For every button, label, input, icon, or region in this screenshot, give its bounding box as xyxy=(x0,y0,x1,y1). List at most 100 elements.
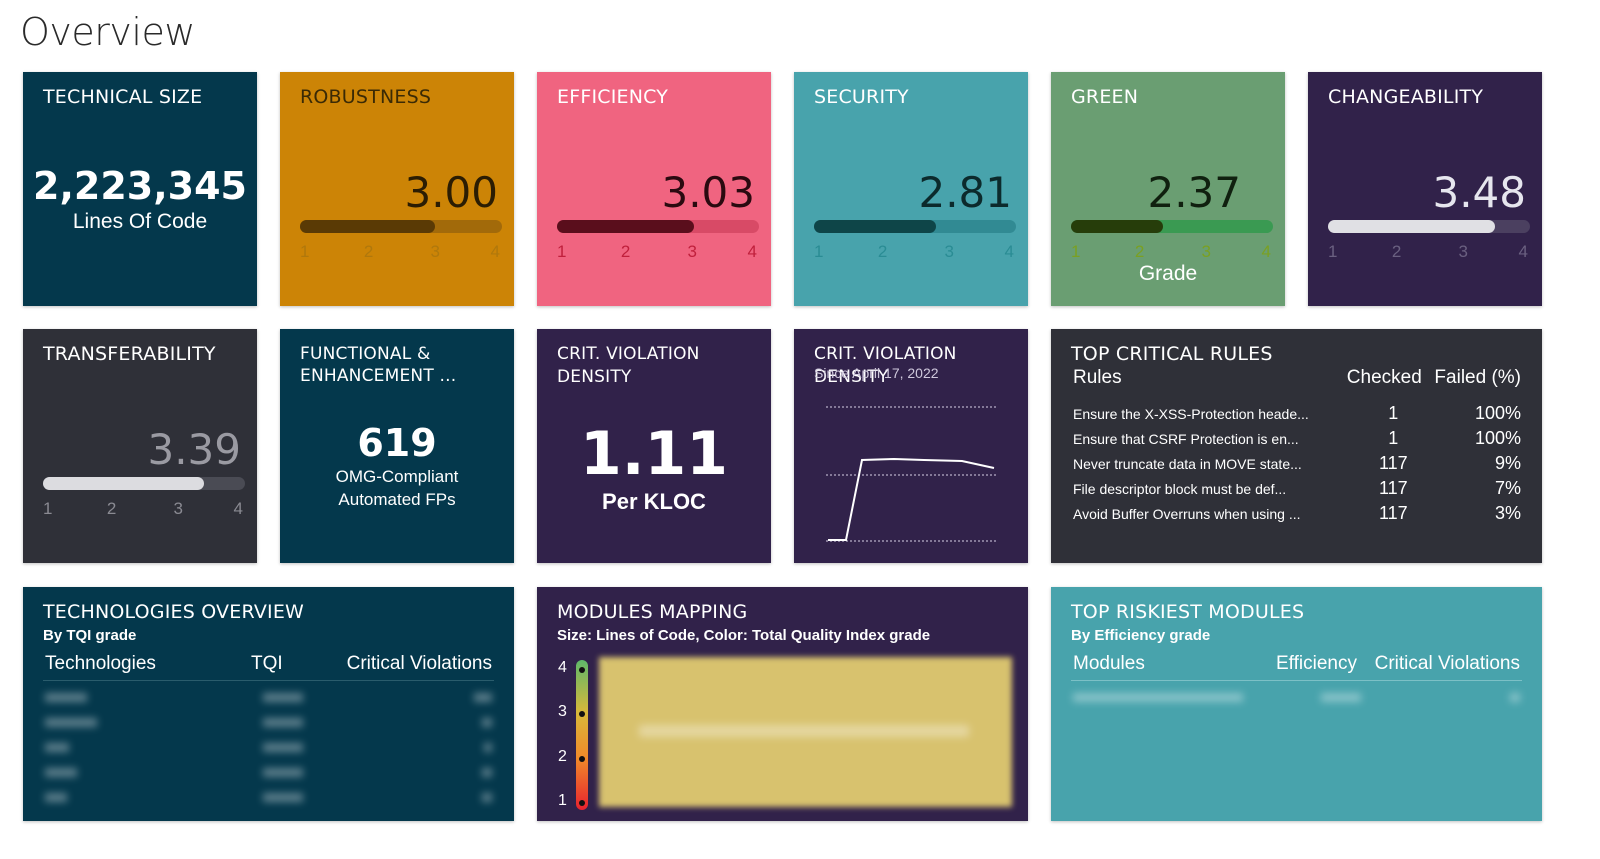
scale-label: 2 xyxy=(1391,242,1402,261)
green-tile[interactable]: GREEN 2.37 1 2 3 4 Grade xyxy=(1051,72,1285,306)
crit-density-tile[interactable]: CRIT. VIOLATION DENSITY 1.11 Per KLOC xyxy=(537,329,771,563)
legend-dot xyxy=(579,800,585,806)
green-footer: Grade xyxy=(1138,262,1198,285)
scale-label: 3 xyxy=(1201,242,1211,261)
scale-label: 1 xyxy=(1328,242,1338,261)
efficiency-bar xyxy=(557,220,759,233)
security-value: 2.81 xyxy=(918,168,1012,217)
legend-label-2: 2 xyxy=(558,748,567,765)
legend-dot xyxy=(579,756,585,762)
changeability-bar xyxy=(1328,220,1530,233)
scale-label: 4 xyxy=(490,242,500,261)
green-bar xyxy=(1071,220,1273,233)
scale-label: 1 xyxy=(814,242,824,261)
functional-tile[interactable]: FUNCTIONAL & ENHANCEMENT ... 619 OMG-Com… xyxy=(280,329,514,563)
technologies-tile[interactable]: TECHNOLOGIES OVERVIEW By TQI grade Techn… xyxy=(23,587,514,821)
rule-failed: 3% xyxy=(1494,503,1521,523)
treemap-redacted[interactable] xyxy=(599,657,1012,807)
robustness-bar-fill xyxy=(300,220,435,233)
trend-line xyxy=(828,457,995,541)
table-row[interactable]: File descriptor block must be def... 117… xyxy=(1073,476,1521,501)
functional-title-line1: FUNCTIONAL & xyxy=(300,344,431,364)
rule-failed: 7% xyxy=(1494,478,1521,498)
table-row[interactable]: Ensure the X-XSS-Protection heade... 1 1… xyxy=(1073,401,1521,426)
changeability-tile[interactable]: CHANGEABILITY 3.48 1 2 3 4 xyxy=(1308,72,1542,306)
rule-name: Never truncate data in MOVE state... xyxy=(1073,455,1302,472)
scale-label: 1 xyxy=(43,499,53,518)
tile-title: FUNCTIONAL & ENHANCEMENT ... xyxy=(300,343,504,387)
header-technologies: Technologies xyxy=(45,653,156,674)
transferability-bar xyxy=(43,477,245,490)
rule-name: Ensure the X-XSS-Protection heade... xyxy=(1073,405,1309,422)
scale-label: 2 xyxy=(877,242,888,261)
riskiest-modules-tile[interactable]: TOP RISKIEST MODULES By Efficiency grade… xyxy=(1051,587,1542,821)
technologies-subtitle: By TQI grade xyxy=(43,627,137,644)
top-rules-tile[interactable]: TOP CRITICAL RULES Rules Checked Failed … xyxy=(1051,329,1542,563)
green-value: 2.37 xyxy=(1147,168,1241,217)
robustness-value: 3.00 xyxy=(404,168,498,217)
functional-title-line2: ENHANCEMENT ... xyxy=(300,366,457,386)
tile-title: MODULES MAPPING xyxy=(557,601,748,623)
tile-title: ROBUSTNESS xyxy=(300,86,432,108)
scale-label: 4 xyxy=(747,242,757,261)
rule-checked: 117 xyxy=(1378,453,1408,473)
robustness-tile[interactable]: ROBUSTNESS 3.00 1 2 3 4 xyxy=(280,72,514,306)
riskiest-subtitle: By Efficiency grade xyxy=(1071,627,1211,644)
table-row[interactable]: Never truncate data in MOVE state... 117… xyxy=(1073,451,1521,476)
tile-title: SECURITY xyxy=(814,86,909,108)
robustness-bar xyxy=(300,220,502,233)
legend-label-1: 1 xyxy=(558,792,567,809)
modules-mapping-subtitle: Size: Lines of Code, Color: Total Qualit… xyxy=(557,627,931,644)
crit-trend-tile[interactable]: CRIT. VIOLATION DENSITY Since April 17, … xyxy=(794,329,1028,563)
header-failed: Failed (%) xyxy=(1434,367,1521,388)
tile-title: EFFICIENCY xyxy=(557,86,669,108)
technical-size-unit: Lines Of Code xyxy=(72,210,208,233)
modules-mapping-tile[interactable]: MODULES MAPPING Size: Lines of Code, Col… xyxy=(537,587,1028,821)
crit-trend-chart xyxy=(826,406,996,542)
tile-title: CRIT. VIOLATION DENSITY xyxy=(814,344,957,387)
color-scale-bar xyxy=(576,660,588,810)
scale-label: 2 xyxy=(1134,242,1145,261)
scale-label: 3 xyxy=(944,242,954,261)
rule-failed: 100% xyxy=(1474,428,1521,448)
rule-checked: 1 xyxy=(1388,403,1399,423)
scale-label: 4 xyxy=(1518,242,1528,261)
riskiest-rows-redacted xyxy=(1071,685,1522,710)
security-tile[interactable]: SECURITY 2.81 1 2 3 4 xyxy=(794,72,1028,306)
scale-label: 3 xyxy=(687,242,697,261)
tile-title: GREEN xyxy=(1071,86,1139,108)
scale-label: 2 xyxy=(620,242,631,261)
scale-label: 4 xyxy=(1261,242,1271,261)
transferability-tile[interactable]: TRANSFERABILITY 3.39 1 2 3 4 xyxy=(23,329,257,563)
scale-label: 3 xyxy=(173,499,183,518)
rule-name: Ensure that CSRF Protection is en... xyxy=(1073,430,1299,447)
rule-checked: 117 xyxy=(1378,478,1408,498)
table-row[interactable]: Avoid Buffer Overruns when using ... 117… xyxy=(1073,501,1521,526)
page-title: Overview xyxy=(20,10,195,54)
functional-desc-line2: Automated FPs xyxy=(338,490,456,509)
scale-label: 2 xyxy=(106,499,117,518)
green-bar-fill xyxy=(1071,220,1164,233)
efficiency-bar-fill xyxy=(557,220,694,233)
scale-label: 1 xyxy=(557,242,567,261)
legend-label-3: 3 xyxy=(558,703,567,720)
tile-title: CRIT. VIOLATION DENSITY xyxy=(557,344,700,387)
table-row[interactable]: Ensure that CSRF Protection is en... 1 1… xyxy=(1073,426,1521,451)
header-checked: Checked xyxy=(1346,367,1422,388)
rule-failed: 100% xyxy=(1474,403,1521,423)
tile-title: TECHNICAL SIZE xyxy=(43,86,203,108)
scale-label: 3 xyxy=(1458,242,1468,261)
functional-desc-line1: OMG-Compliant xyxy=(335,467,459,486)
header-efficiency: Efficiency xyxy=(1276,653,1357,674)
technical-size-tile[interactable]: TECHNICAL SIZE 2,223,345 Lines Of Code xyxy=(23,72,257,306)
security-bar xyxy=(814,220,1016,233)
transferability-bar-fill xyxy=(43,477,204,490)
legend-label-4: 4 xyxy=(558,659,567,676)
efficiency-value: 3.03 xyxy=(661,168,755,217)
efficiency-tile[interactable]: EFFICIENCY 3.03 1 2 3 4 xyxy=(537,72,771,306)
scale-label: 1 xyxy=(300,242,310,261)
header-tqi: TQI xyxy=(251,653,283,674)
header-divider xyxy=(1071,680,1522,681)
rule-name: File descriptor block must be def... xyxy=(1073,480,1287,497)
crit-trend-subtitle: Since April 17, 2022 xyxy=(814,365,939,381)
